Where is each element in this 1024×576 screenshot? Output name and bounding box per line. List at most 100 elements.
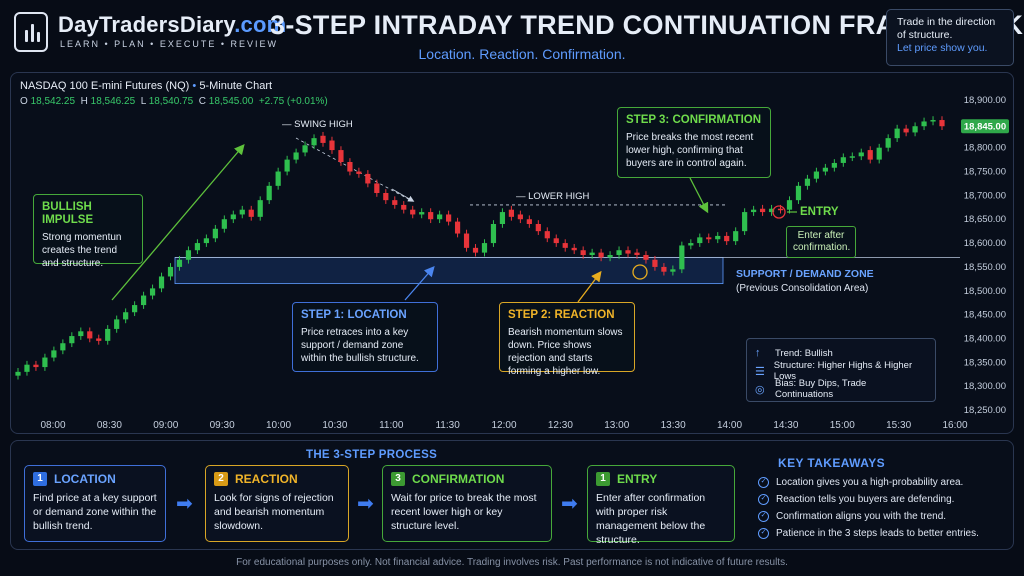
check-icon: ✓ [758, 511, 769, 522]
step-title: REACTION [235, 472, 298, 486]
candle [132, 305, 138, 313]
y-tick-label: 18,800.00 [964, 143, 1006, 154]
candle [356, 171, 362, 174]
x-tick-label: 15:30 [886, 420, 911, 431]
candle [78, 331, 84, 337]
candle [463, 233, 470, 248]
candle [472, 247, 479, 253]
instrument-name: NASDAQ 100 E-mini Futures (NQ) [20, 80, 190, 92]
x-tick-label: 13:30 [661, 420, 686, 431]
step-title: LOCATION [54, 472, 116, 486]
candle [257, 200, 263, 217]
candle [446, 214, 452, 222]
candle [508, 209, 514, 217]
candle [87, 331, 93, 339]
candle [939, 120, 945, 127]
candle [185, 250, 192, 260]
brand-name[interactable]: DayTradersDiary.com [58, 12, 287, 37]
confirmation-arrow [689, 177, 709, 214]
candle [679, 245, 685, 270]
candle [24, 364, 30, 372]
brand-tagline: LEARN • PLAN • EXECUTE • REVIEW [60, 39, 278, 49]
callout-text: Price retraces into a key support / dema… [301, 327, 419, 364]
process-step-entry: 1 ENTRY Enter after confirmation with pro… [587, 465, 735, 546]
candle [221, 219, 227, 229]
candle [428, 212, 434, 220]
x-tick-label: 09:00 [153, 420, 178, 431]
y-tick-label: 18,350.00 [964, 357, 1006, 368]
step-title: ENTRY [617, 472, 658, 486]
candle [374, 183, 380, 193]
candle [876, 147, 882, 160]
candle [284, 159, 290, 172]
candle [383, 193, 389, 201]
candle [105, 328, 111, 341]
candle [499, 212, 506, 224]
candle [607, 255, 613, 258]
candle [60, 343, 66, 351]
x-tick-label: 08:30 [97, 420, 122, 431]
candle [490, 224, 497, 244]
candle [248, 209, 254, 217]
candle [715, 235, 721, 240]
y-tick-label: 18,250.00 [964, 405, 1006, 416]
candle [517, 214, 523, 220]
y-tick-label: 18,750.00 [964, 167, 1006, 178]
callout-step1-location: STEP 1: LOCATION Price retraces into a k… [292, 302, 438, 372]
candle [544, 231, 550, 239]
support-zone-sublabel: (Previous Consolidation Area) [736, 283, 869, 294]
candle [230, 214, 236, 220]
process-title: THE 3-STEP PROCESS [306, 449, 438, 461]
callout-step3-confirmation: STEP 3: CONFIRMATION Price breaks the mo… [617, 107, 771, 178]
support-zone [174, 256, 724, 285]
swing-high-label: — SWING HIGH [282, 119, 353, 130]
candle [123, 312, 129, 320]
candle [553, 238, 559, 244]
step-number: 3 [391, 472, 405, 486]
candle [858, 152, 864, 157]
candle [293, 152, 299, 160]
x-tick-label: 14:00 [717, 420, 742, 431]
takeaways-title: KEY TAKEAWAYS [778, 456, 886, 470]
candle [158, 276, 165, 289]
candle [724, 235, 730, 242]
chart-timeframe: 5-Minute Chart [199, 80, 273, 92]
x-tick-label: 11:30 [435, 420, 460, 431]
candle [320, 135, 326, 143]
callout-text: Price breaks the most recent lower high,… [626, 132, 754, 169]
list-icon: ☰ [755, 365, 765, 378]
entry-marker [772, 205, 786, 219]
candle [580, 250, 586, 255]
candle [410, 209, 416, 215]
candle [706, 237, 712, 240]
instrument-header: NASDAQ 100 E-mini Futures (NQ) • 5-Minut… [20, 80, 272, 92]
check-icon: ✓ [758, 528, 769, 539]
check-icon: ✓ [758, 494, 769, 505]
candle [652, 259, 658, 267]
instrument-separator: • [192, 80, 197, 92]
callout-bullish-impulse: BULLISH IMPULSE Strong momentun creates … [33, 194, 143, 269]
arrow-right-icon: ➡ [561, 493, 578, 515]
x-tick-label: 12:00 [491, 420, 516, 431]
top-note-line1: Trade in the direction of structure. [897, 16, 996, 41]
candle [419, 212, 425, 215]
change-value: +2.75 (+0.01%) [258, 96, 328, 107]
x-tick-label: 12:30 [548, 420, 573, 431]
candle [625, 250, 631, 254]
x-tick-label: 15:00 [830, 420, 855, 431]
callout-text: Strong momentun creates the trend and st… [42, 232, 122, 269]
candle [634, 252, 640, 255]
candle [786, 200, 793, 210]
candle [661, 266, 667, 272]
candle [903, 128, 909, 133]
low-value: 18,540.75 [148, 96, 194, 107]
callout-text: Bearish momentum slows down. Price shows… [508, 327, 623, 377]
x-tick-label: 16:00 [942, 420, 967, 431]
entry-label: ENTRY [800, 206, 839, 218]
ohlc-readout: O 18,542.25 H 18,546.25 L 18,540.75 C 18… [20, 96, 328, 107]
candle [140, 295, 147, 306]
check-icon: ✓ [758, 477, 769, 488]
takeaway-item: ✓ Confirmation aligns you with the trend. [758, 511, 946, 522]
open-value: 18,542.25 [30, 96, 76, 107]
step-text: Enter after confirmation with proper ris… [596, 492, 706, 546]
